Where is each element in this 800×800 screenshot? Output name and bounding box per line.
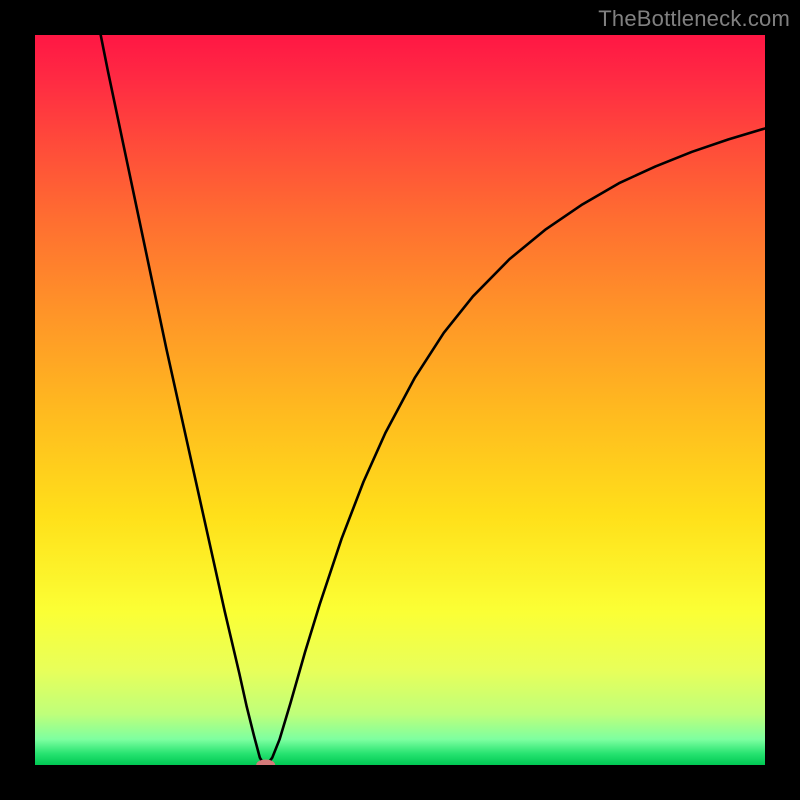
bottleneck-chart: TheBottleneck.com (0, 0, 800, 800)
watermark-label: TheBottleneck.com (598, 6, 790, 32)
chart-svg (0, 0, 800, 800)
